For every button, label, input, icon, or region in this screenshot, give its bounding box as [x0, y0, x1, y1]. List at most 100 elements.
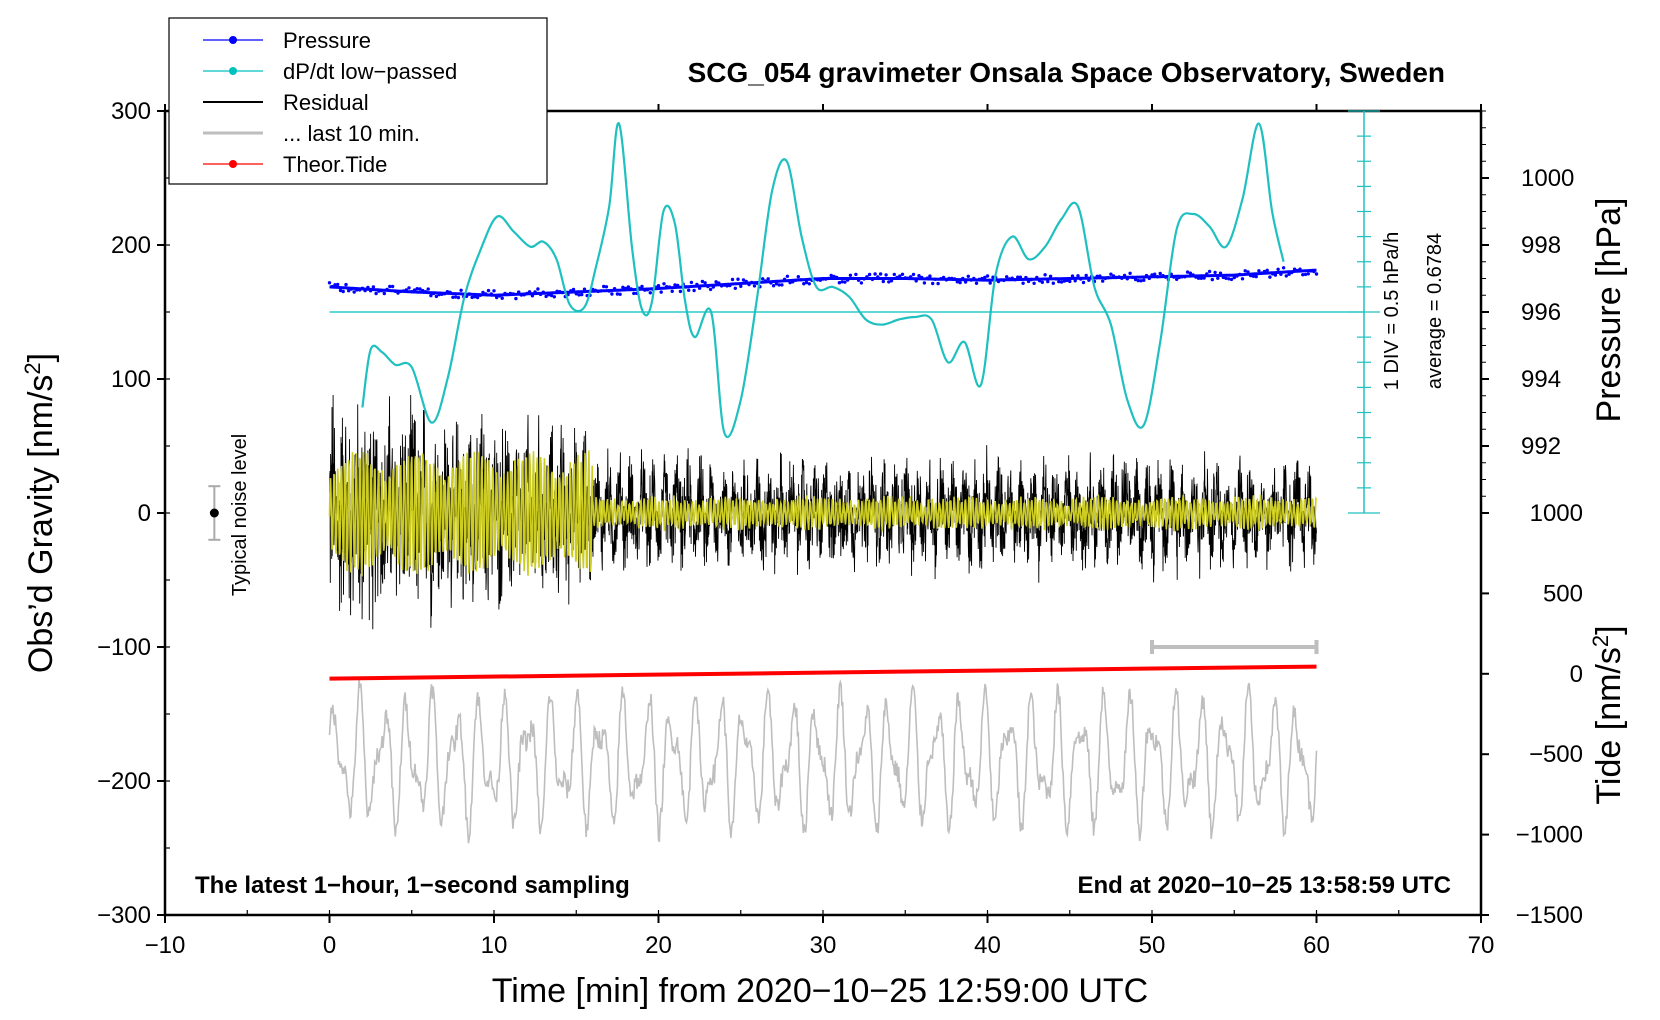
pressure-point: [689, 280, 694, 285]
pressure-point: [360, 286, 365, 290]
pressure-point: [898, 274, 902, 278]
legend-label: Pressure: [283, 28, 371, 53]
pressure-point: [933, 277, 938, 281]
pressure-point: [1235, 274, 1239, 278]
pressure-point: [489, 292, 493, 296]
pressure-point: [717, 281, 721, 285]
pressure-point: [410, 290, 414, 294]
pressure-point: [846, 278, 850, 282]
pressure-point: [744, 279, 748, 284]
pressure-point: [1287, 272, 1291, 276]
pressure-point: [796, 275, 800, 279]
tide-tick-label: 500: [1543, 580, 1583, 607]
pressure-point: [368, 289, 373, 293]
pressure-point: [1213, 270, 1217, 275]
pressure-point: [640, 284, 644, 289]
pressure-point: [604, 285, 609, 289]
pressure-point: [569, 289, 573, 293]
pressure-point: [456, 295, 461, 300]
pressure-point: [1002, 278, 1006, 283]
dpdt-average-label: average = 0.6784: [1424, 233, 1446, 389]
pressure-point: [719, 284, 724, 288]
pressure-point: [388, 284, 392, 289]
pressure-point: [629, 287, 633, 291]
pressure-point: [876, 275, 880, 279]
legend-marker: [229, 160, 237, 168]
pressure-point: [643, 288, 647, 292]
pressure-point: [1059, 280, 1064, 284]
pressure-point: [429, 293, 433, 298]
pressure-point: [1048, 274, 1053, 278]
pressure-point: [1084, 273, 1088, 278]
pressure-point: [549, 293, 554, 298]
pressure-point: [1254, 274, 1258, 279]
pressure-point: [1251, 274, 1256, 278]
filtered-residual-series: [328, 450, 1318, 577]
pressure-point: [1312, 269, 1316, 274]
pressure-point: [752, 284, 757, 288]
pressure-point: [859, 281, 864, 285]
pressure-point: [401, 289, 406, 293]
pressure-point: [552, 295, 556, 299]
pressure-points: [327, 266, 1319, 301]
pressure-point: [1106, 276, 1110, 280]
pressure-point: [1185, 270, 1190, 274]
y-tick-label: 300: [111, 98, 151, 125]
pressure-point: [950, 276, 954, 281]
pressure-point: [1191, 273, 1195, 277]
pressure-point: [407, 286, 411, 290]
pressure-point: [1065, 278, 1069, 283]
y-tick-label: 100: [111, 366, 151, 393]
pressure-point: [1175, 277, 1179, 281]
pressure-point: [525, 291, 529, 296]
legend-label: dP/dt low−passed: [283, 59, 457, 84]
x-tick-label: 50: [1139, 932, 1166, 959]
pressure-point: [799, 278, 803, 282]
pressure-point: [722, 283, 726, 287]
pressure-point: [1281, 266, 1286, 270]
pressure-point: [459, 288, 463, 292]
pressure-point: [889, 279, 894, 283]
pressure-point: [1224, 276, 1228, 280]
pressure-point: [771, 284, 776, 288]
pressure-point: [1142, 278, 1146, 282]
pressure-point: [980, 276, 984, 281]
pressure-point: [961, 276, 965, 281]
pressure-point: [766, 277, 770, 281]
dpdt-scale-label: 1 DIV = 0.5 hPa/h: [1381, 232, 1403, 390]
legend-marker: [229, 67, 237, 75]
pressure-point: [349, 287, 354, 291]
pressure-point: [1298, 267, 1302, 271]
pressure-point: [862, 277, 866, 281]
pressure-point: [706, 284, 710, 289]
pressure-point: [382, 291, 386, 296]
pressure-point: [1188, 271, 1193, 275]
pressure-point: [895, 275, 899, 280]
pressure-point: [941, 275, 946, 280]
pressure-point: [1018, 275, 1023, 279]
pressure-point: [338, 288, 343, 293]
pressure-point: [577, 293, 581, 297]
pressure-point: [1172, 275, 1176, 279]
pressure-point: [769, 281, 773, 285]
pressure-point: [1243, 269, 1247, 273]
pressure-point: [1095, 274, 1099, 278]
pressure-point: [495, 295, 499, 300]
pressure-point: [725, 284, 729, 288]
pressure-point: [867, 272, 872, 277]
pressure-point: [1103, 276, 1108, 281]
chart-title: SCG_054 gravimeter Onsala Space Observat…: [688, 57, 1445, 88]
pressure-point: [692, 288, 696, 293]
trace-layer: [327, 122, 1364, 844]
pressure-point: [958, 280, 962, 285]
legend-items: Pressure dP/dt low−passed Residual ... last…: [203, 28, 457, 177]
pressure-point: [1273, 273, 1278, 277]
pressure-tick-label: 1000: [1521, 165, 1574, 192]
pressure-point: [1026, 279, 1031, 284]
pressure-point: [829, 273, 833, 278]
pressure-point: [486, 288, 491, 293]
pressure-point: [615, 292, 620, 296]
y-tick-label: −100: [97, 634, 151, 661]
pressure-point: [347, 289, 351, 293]
